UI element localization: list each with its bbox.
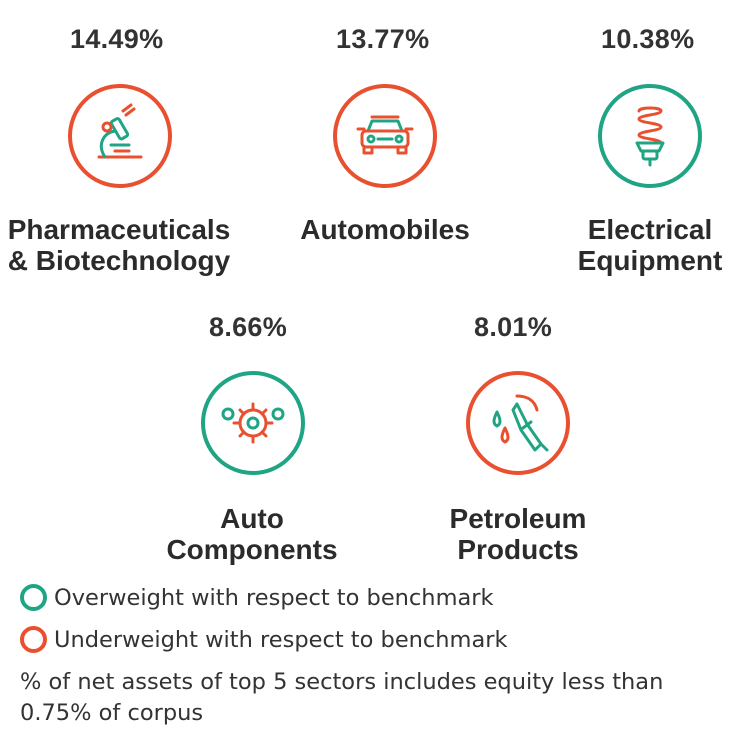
- sector-percentage: 13.77%: [336, 24, 430, 54]
- legend-overweight: Overweight with respect to benchmark: [20, 584, 494, 611]
- sector-name-line: Pharmaceuticals: [7, 214, 231, 245]
- car-icon: [356, 115, 414, 155]
- sector-icon-circle: [333, 84, 437, 188]
- overweight-circle-icon: [20, 584, 47, 611]
- sector-name-line: & Biotechnology: [7, 245, 231, 276]
- sector-name: Pharmaceuticals & Biotechnology: [0, 214, 238, 276]
- legend-underweight-label: Underweight with respect to benchmark: [54, 626, 508, 653]
- gears-icon: [221, 402, 285, 444]
- sector-name-line: Components: [166, 534, 338, 565]
- microscope-icon: [97, 103, 143, 159]
- sector-percentage: 8.01%: [474, 312, 553, 342]
- fuel-nozzle-icon: [492, 394, 549, 452]
- sector-name-line: Equipment: [577, 245, 723, 276]
- legend-overweight-label: Overweight with respect to benchmark: [54, 584, 494, 611]
- sector-icon-circle: [598, 84, 702, 188]
- sector-percentage: 8.66%: [209, 312, 288, 342]
- sector-name: Automobiles: [290, 214, 480, 245]
- underweight-circle-icon: [20, 626, 47, 653]
- footnote: % of net assets of top 5 sectors include…: [20, 669, 664, 726]
- sector-icon-circle: [466, 371, 570, 475]
- bulb-icon: [635, 106, 665, 167]
- sector-name: Electrical Equipment: [566, 214, 734, 276]
- sector-name-line: Petroleum: [449, 503, 587, 534]
- sector-name: Auto Components: [150, 503, 354, 565]
- sector-percentage: 14.49%: [70, 24, 164, 54]
- sector-name-line: Electrical: [587, 214, 713, 245]
- legend-underweight: Underweight with respect to benchmark: [20, 626, 508, 653]
- sector-name-line: Automobiles: [300, 214, 470, 245]
- sector-name-line: Products: [457, 534, 579, 565]
- sector-name-line: Auto: [220, 503, 284, 534]
- sector-name: Petroleum Products: [435, 503, 601, 565]
- sector-icon-circle: [201, 371, 305, 475]
- sector-percentage: 10.38%: [601, 24, 695, 54]
- sector-icon-circle: [68, 84, 172, 188]
